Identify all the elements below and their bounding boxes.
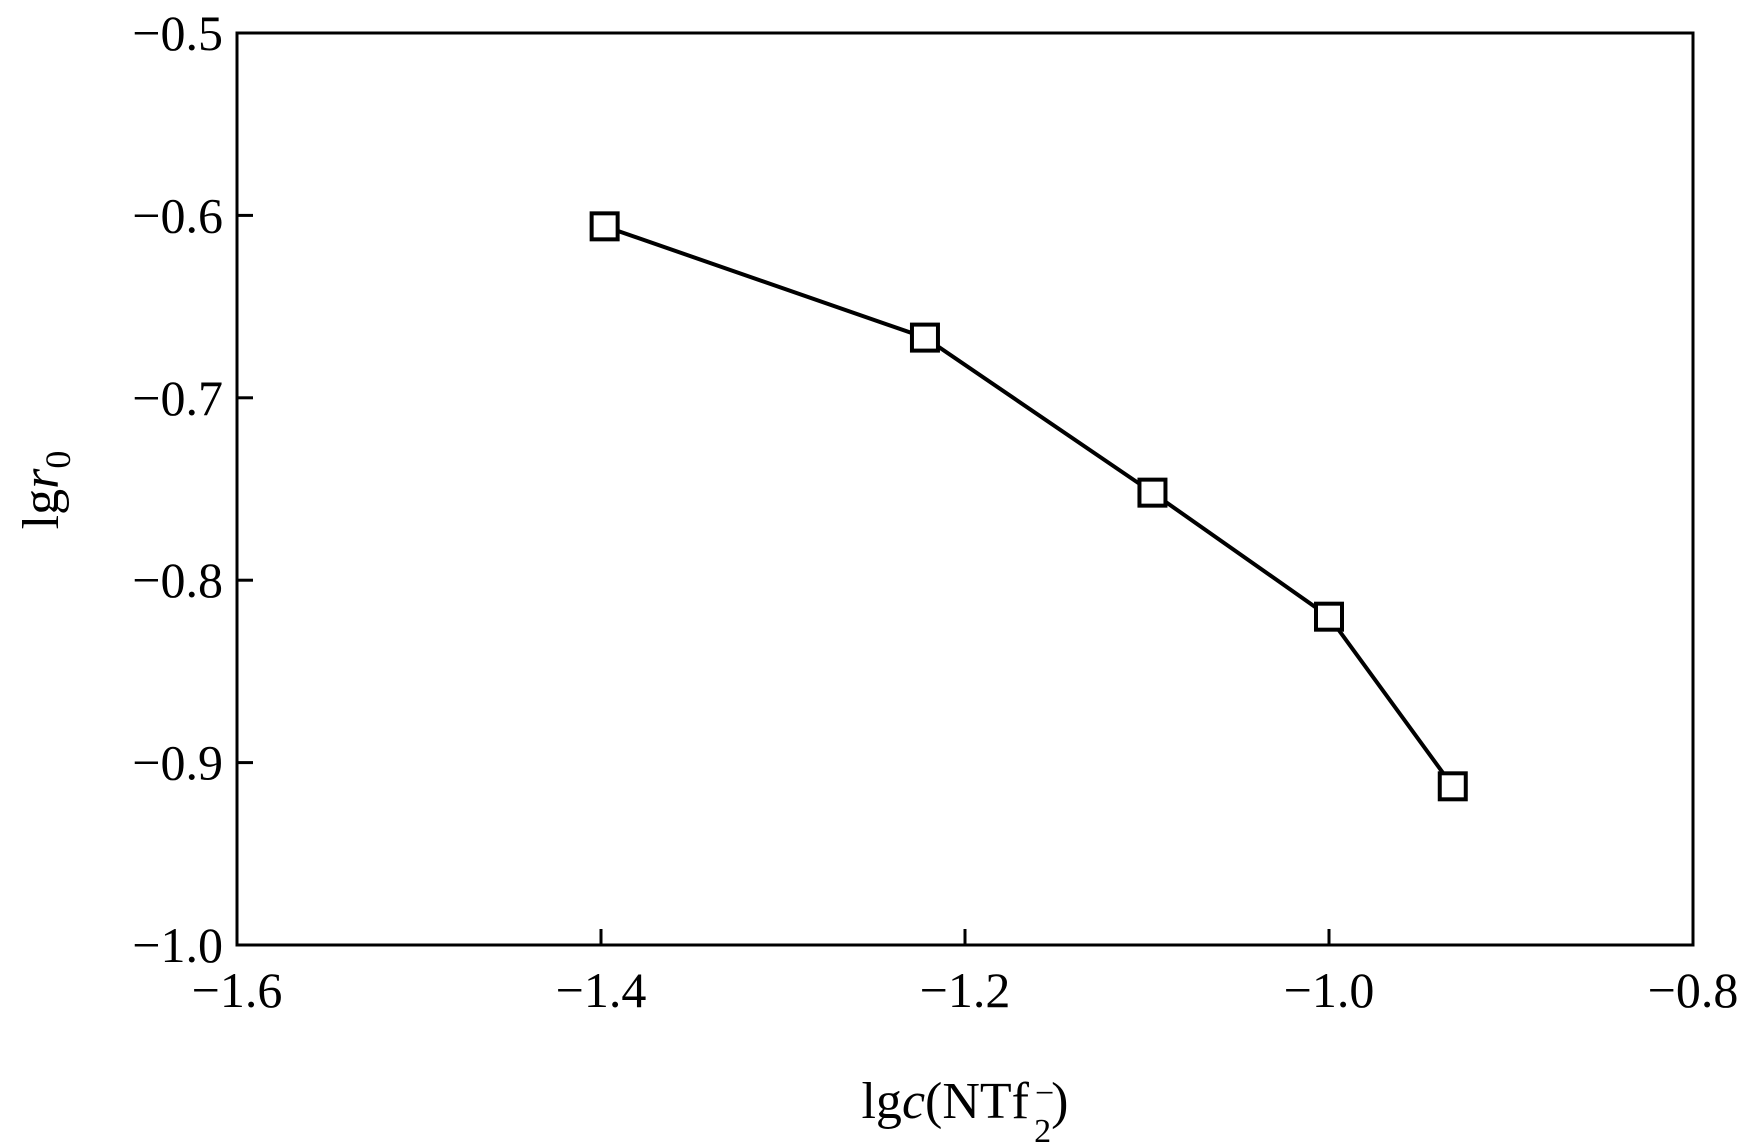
x-axis-label: lgc(NTf −2) (861, 1073, 1068, 1148)
x-tick-label: −0.8 (1648, 962, 1739, 1018)
y-tick-label: −0.7 (132, 370, 223, 426)
x-tick-label: −1.0 (1284, 962, 1375, 1018)
data-point (1314, 601, 1344, 632)
x-axis: −1.6 −1.4 −1.2 −1.0 −0.8 (192, 929, 1739, 1018)
x-tick-label: −1.2 (920, 962, 1011, 1018)
series (589, 211, 1468, 802)
y-tick-label: −0.9 (132, 735, 223, 791)
data-point (909, 322, 940, 353)
data-point (1137, 477, 1168, 508)
y-axis-label: lgr0 (13, 451, 78, 530)
y-tick-label: −0.5 (132, 5, 223, 61)
x-tick-label: −1.4 (556, 962, 647, 1018)
x-tick-label: −1.6 (192, 962, 283, 1018)
y-tick-label: −0.6 (132, 187, 223, 243)
y-axis: −1.0 −0.9 −0.8 −0.7 −0.6 −0.5 (132, 5, 253, 973)
data-point (1437, 771, 1468, 802)
plot-frame (235, 31, 1695, 947)
y-tick-label: −0.8 (132, 552, 223, 608)
series-line (603, 224, 1455, 788)
y-tick-label: −1.0 (132, 917, 223, 973)
data-point (589, 211, 620, 242)
